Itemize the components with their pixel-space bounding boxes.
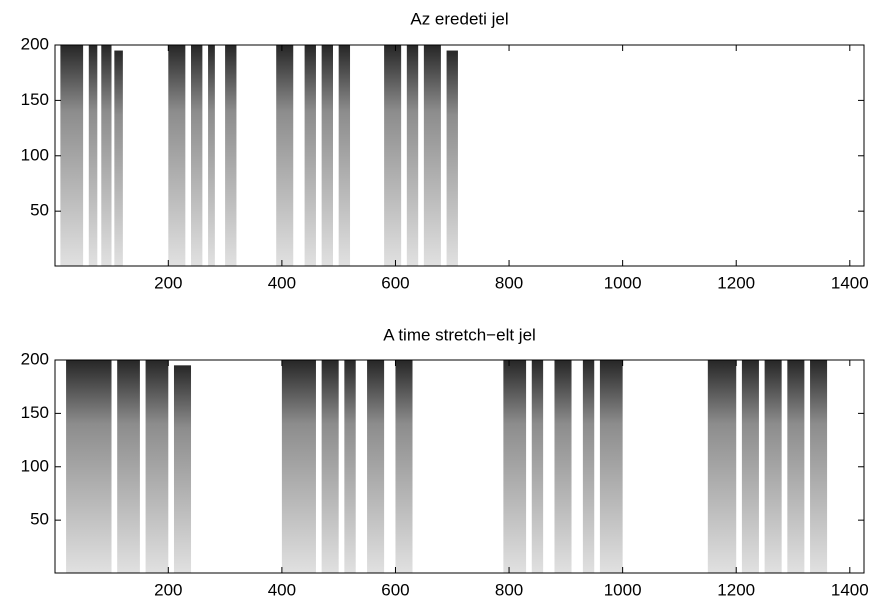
y-tick-label: 150 <box>21 90 49 109</box>
x-tick-label: 800 <box>495 580 523 599</box>
x-tick-label: 1200 <box>717 273 755 292</box>
spectrogram-band <box>88 45 98 266</box>
spectrogram-band <box>344 360 356 573</box>
spectrogram-band <box>168 45 186 266</box>
spectrogram-band <box>321 360 339 573</box>
spectrogram-band <box>582 360 595 573</box>
spectrogram-band <box>810 360 828 573</box>
spectrogram-band <box>384 45 402 266</box>
y-tick-label: 200 <box>21 349 49 368</box>
x-tick-label: 1000 <box>604 273 642 292</box>
spectrogram-band <box>191 45 203 266</box>
spectrogram-band <box>60 45 84 266</box>
spectrogram-band <box>554 360 572 573</box>
y-tick-label: 150 <box>21 403 49 422</box>
x-tick-label: 1200 <box>717 580 755 599</box>
x-tick-label: 200 <box>154 580 182 599</box>
spectrogram-band <box>114 50 123 266</box>
spectrogram-band <box>208 45 215 266</box>
y-tick-label: 50 <box>30 510 49 529</box>
x-tick-label: 1000 <box>604 580 642 599</box>
spectrogram-band <box>395 360 413 573</box>
spectrogram-band <box>173 365 192 573</box>
y-tick-label: 200 <box>21 34 49 53</box>
spectrogram-band <box>338 45 351 266</box>
y-tick-label: 100 <box>21 145 49 164</box>
spectrogram-band <box>446 50 458 266</box>
x-tick-label: 1400 <box>831 580 869 599</box>
spectrogram-band <box>66 360 112 573</box>
spectrogram-band <box>145 360 169 573</box>
x-tick-label: 400 <box>268 273 296 292</box>
chart-title: Az eredeti jel <box>410 9 508 28</box>
chart-title: A time stretch−elt jel <box>383 325 536 344</box>
spectrogram-band <box>741 360 759 573</box>
spectrogram-band <box>321 45 333 266</box>
spectrogram-band <box>503 360 527 573</box>
spectrogram-band <box>225 45 237 266</box>
x-tick-label: 600 <box>381 580 409 599</box>
spectrogram-band <box>764 360 782 573</box>
x-tick-label: 600 <box>381 273 409 292</box>
spectrogram-band <box>117 360 140 573</box>
spectrogram-band <box>281 360 316 573</box>
y-tick-label: 50 <box>30 201 49 220</box>
x-tick-label: 800 <box>495 273 523 292</box>
spectrogram-band <box>101 45 112 266</box>
spectrogram-band <box>276 45 294 266</box>
x-tick-label: 1400 <box>831 273 869 292</box>
x-tick-label: 400 <box>268 580 296 599</box>
spectrogram-band <box>531 360 544 573</box>
spectrogram-band <box>406 45 419 266</box>
spectrogram-band <box>304 45 316 266</box>
x-tick-label: 200 <box>154 273 182 292</box>
spectrogram-band <box>599 360 623 573</box>
spectrogram-band <box>787 360 805 573</box>
spectrogram-band <box>423 45 441 266</box>
y-tick-label: 100 <box>21 456 49 475</box>
spectrogram-band <box>707 360 737 573</box>
spectrogram-band <box>367 360 385 573</box>
